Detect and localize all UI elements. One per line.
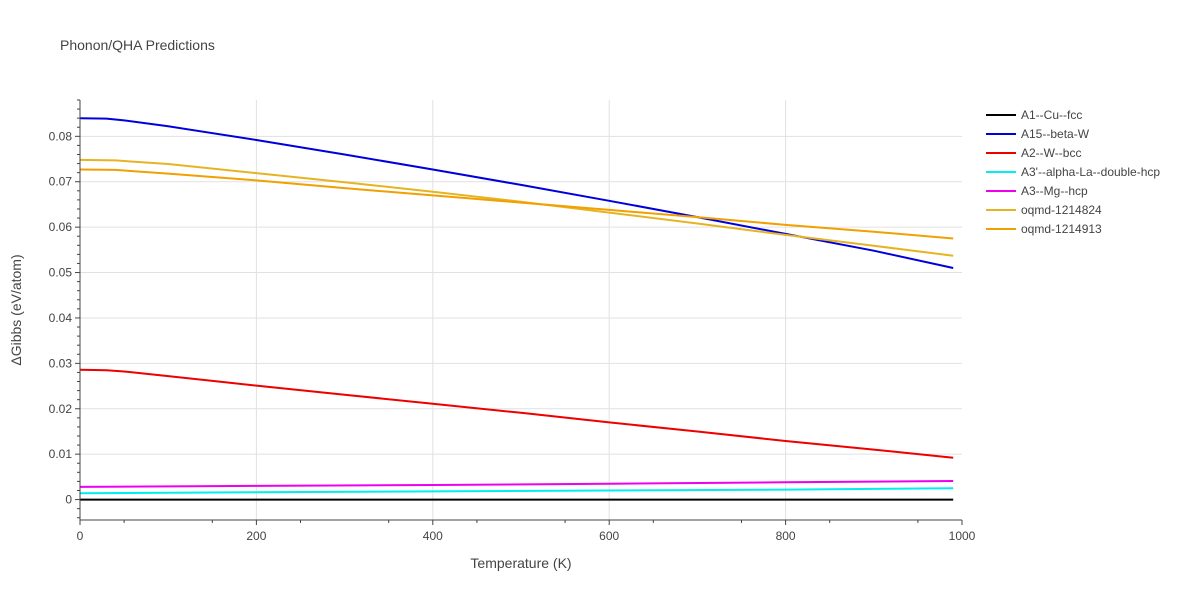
series-line-a3-mg-hcp: [79, 480, 954, 488]
y-tick-label: 0.07: [49, 175, 73, 189]
y-tick-label: 0.08: [49, 129, 73, 143]
legend-label-a15-beta-w[interactable]: A15--beta-W: [1021, 127, 1090, 141]
legend[interactable]: A1--Cu--fcc A15--beta-W A2--W--bcc A3'--alp…: [986, 108, 1160, 236]
legend-label-oqmd-1214824[interactable]: oqmd-1214824: [1021, 203, 1102, 217]
legend-label-a1-cu-fcc[interactable]: A1--Cu--fcc: [1021, 108, 1082, 122]
legend-label-a3-alpha-la-double-hcp[interactable]: A3'--alpha-La--double-hcp: [1021, 165, 1160, 179]
grid: [80, 100, 962, 520]
plot-series: [79, 117, 954, 501]
x-tick-label: 600: [599, 529, 619, 543]
legend-label-a3-mg-hcp[interactable]: A3--Mg--hcp: [1021, 184, 1088, 198]
y-tick-label: 0.02: [49, 402, 73, 416]
x-axis-title: Temperature (K): [470, 555, 571, 571]
x-tick-label: 400: [423, 529, 443, 543]
x-tick-label: 800: [776, 529, 796, 543]
x-tick-label: 200: [246, 529, 266, 543]
axes: 0 200 400 600 800 1000 0 0.01 0.02 0.03 0.04 0.05 0.…: [49, 99, 976, 543]
series-line-a2-w-bcc: [79, 368, 954, 459]
series-line-a15-beta-w: [79, 117, 954, 269]
y-tick-label: 0.05: [49, 266, 73, 280]
y-tick-label: 0.01: [49, 447, 73, 461]
x-tick-label: 0: [77, 529, 84, 543]
chart-title: Phonon/QHA Predictions: [60, 37, 215, 53]
y-tick-label: 0.03: [49, 356, 73, 370]
x-tick-label: 1000: [949, 529, 976, 543]
y-tick-label: 0.04: [49, 311, 73, 325]
y-tick-label: 0.06: [49, 220, 73, 234]
series-line-a3-alpha-la-double-hcp: [79, 487, 954, 495]
y-axis-title: ΔGibbs (eV/atom): [8, 254, 24, 365]
legend-label-a2-w-bcc[interactable]: A2--W--bcc: [1021, 146, 1081, 160]
legend-label-oqmd-1214913[interactable]: oqmd-1214913: [1021, 222, 1102, 236]
series-line-oqmd-1214824: [79, 158, 954, 257]
y-tick-label: 0: [65, 493, 72, 507]
series-line-oqmd-1214913: [79, 168, 954, 240]
